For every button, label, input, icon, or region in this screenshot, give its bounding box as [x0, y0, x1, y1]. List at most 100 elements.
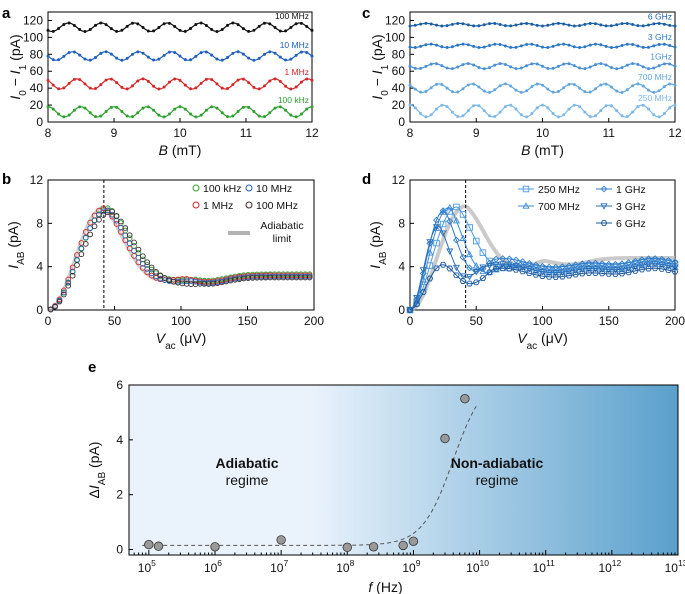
data-point	[556, 21, 560, 25]
data-point	[450, 45, 454, 49]
data-point	[652, 44, 656, 48]
data-point	[638, 262, 646, 269]
data-point	[530, 22, 534, 26]
data-point	[605, 271, 613, 277]
data-point	[46, 105, 50, 109]
y-tick-label: 4	[36, 260, 43, 274]
data-point	[615, 89, 619, 93]
data-point	[72, 50, 76, 54]
data-point	[109, 208, 115, 215]
data-point	[220, 27, 224, 31]
data-point	[488, 66, 491, 70]
data-point	[278, 79, 282, 83]
legend-label: limit	[273, 233, 292, 245]
data-point	[440, 433, 450, 444]
data-point	[273, 77, 277, 81]
data-point	[62, 115, 66, 119]
data-point	[144, 259, 151, 266]
data-point	[435, 82, 438, 86]
data-point	[60, 289, 67, 296]
data-point	[488, 90, 491, 94]
data-point	[477, 45, 481, 49]
data-point	[620, 44, 624, 48]
data-point	[215, 29, 219, 33]
data-point	[62, 54, 66, 58]
data-point	[62, 86, 66, 90]
data-point	[578, 46, 582, 50]
data-point	[148, 264, 155, 271]
data-point	[83, 57, 87, 61]
data-point	[498, 62, 502, 66]
data-point	[69, 272, 76, 279]
data-point	[78, 105, 82, 109]
data-point	[210, 53, 214, 57]
data-point	[194, 86, 198, 90]
data-point	[512, 262, 520, 270]
data-point	[257, 114, 261, 118]
data-point	[289, 87, 293, 91]
data-point	[419, 22, 423, 26]
data-point	[231, 114, 235, 118]
data-point	[247, 105, 251, 109]
data-point	[604, 44, 608, 48]
data-point	[530, 85, 534, 89]
data-point	[51, 58, 55, 62]
data-point	[591, 265, 600, 273]
data-point	[120, 58, 124, 62]
data-point	[136, 79, 140, 83]
data-point	[236, 78, 240, 82]
data-point	[152, 108, 156, 112]
data-point	[99, 114, 103, 118]
data-point	[162, 115, 166, 119]
data-point	[662, 42, 666, 46]
data-point	[519, 90, 523, 94]
plot-frame-e	[128, 384, 679, 556]
data-point	[620, 114, 624, 118]
data-point	[413, 106, 417, 110]
data-point	[252, 58, 256, 62]
y-axis-label: IAB (pA)	[5, 221, 27, 269]
x-tick-label: 9	[111, 126, 118, 140]
data-point	[466, 109, 470, 113]
data-point	[57, 112, 61, 116]
data-point	[78, 53, 82, 57]
y-tick-label: 40	[30, 81, 44, 95]
data-point	[305, 50, 309, 54]
data-point	[257, 87, 261, 91]
data-point	[459, 273, 467, 280]
data-point	[657, 89, 661, 93]
series-label: 100 MHz	[275, 11, 309, 21]
data-point	[594, 114, 597, 118]
data-point	[673, 64, 677, 68]
x-tick-label: 8	[407, 126, 414, 140]
data-point	[638, 266, 646, 273]
data-point	[658, 266, 666, 272]
data-point	[446, 217, 454, 225]
data-point	[62, 22, 66, 26]
data-point	[583, 90, 587, 94]
data-point	[509, 103, 513, 107]
data-point	[651, 261, 659, 268]
data-point	[493, 22, 497, 26]
data-point	[226, 87, 230, 91]
data-point	[241, 105, 245, 109]
data-point	[459, 278, 467, 284]
data-point	[572, 64, 576, 68]
data-point	[519, 268, 526, 275]
data-point	[199, 113, 203, 117]
data-point	[173, 77, 177, 81]
data-point	[486, 269, 493, 276]
data-point	[419, 44, 423, 48]
data-point	[461, 87, 465, 91]
data-point	[482, 89, 486, 93]
y-tick-label: 20	[30, 98, 44, 112]
data-point	[118, 218, 124, 225]
data-point	[477, 85, 481, 89]
data-point	[583, 22, 587, 26]
data-point	[94, 55, 98, 59]
data-point	[215, 82, 219, 86]
data-point	[78, 28, 82, 32]
data-point	[439, 261, 447, 268]
data-point	[572, 45, 576, 49]
data-point	[273, 106, 277, 110]
